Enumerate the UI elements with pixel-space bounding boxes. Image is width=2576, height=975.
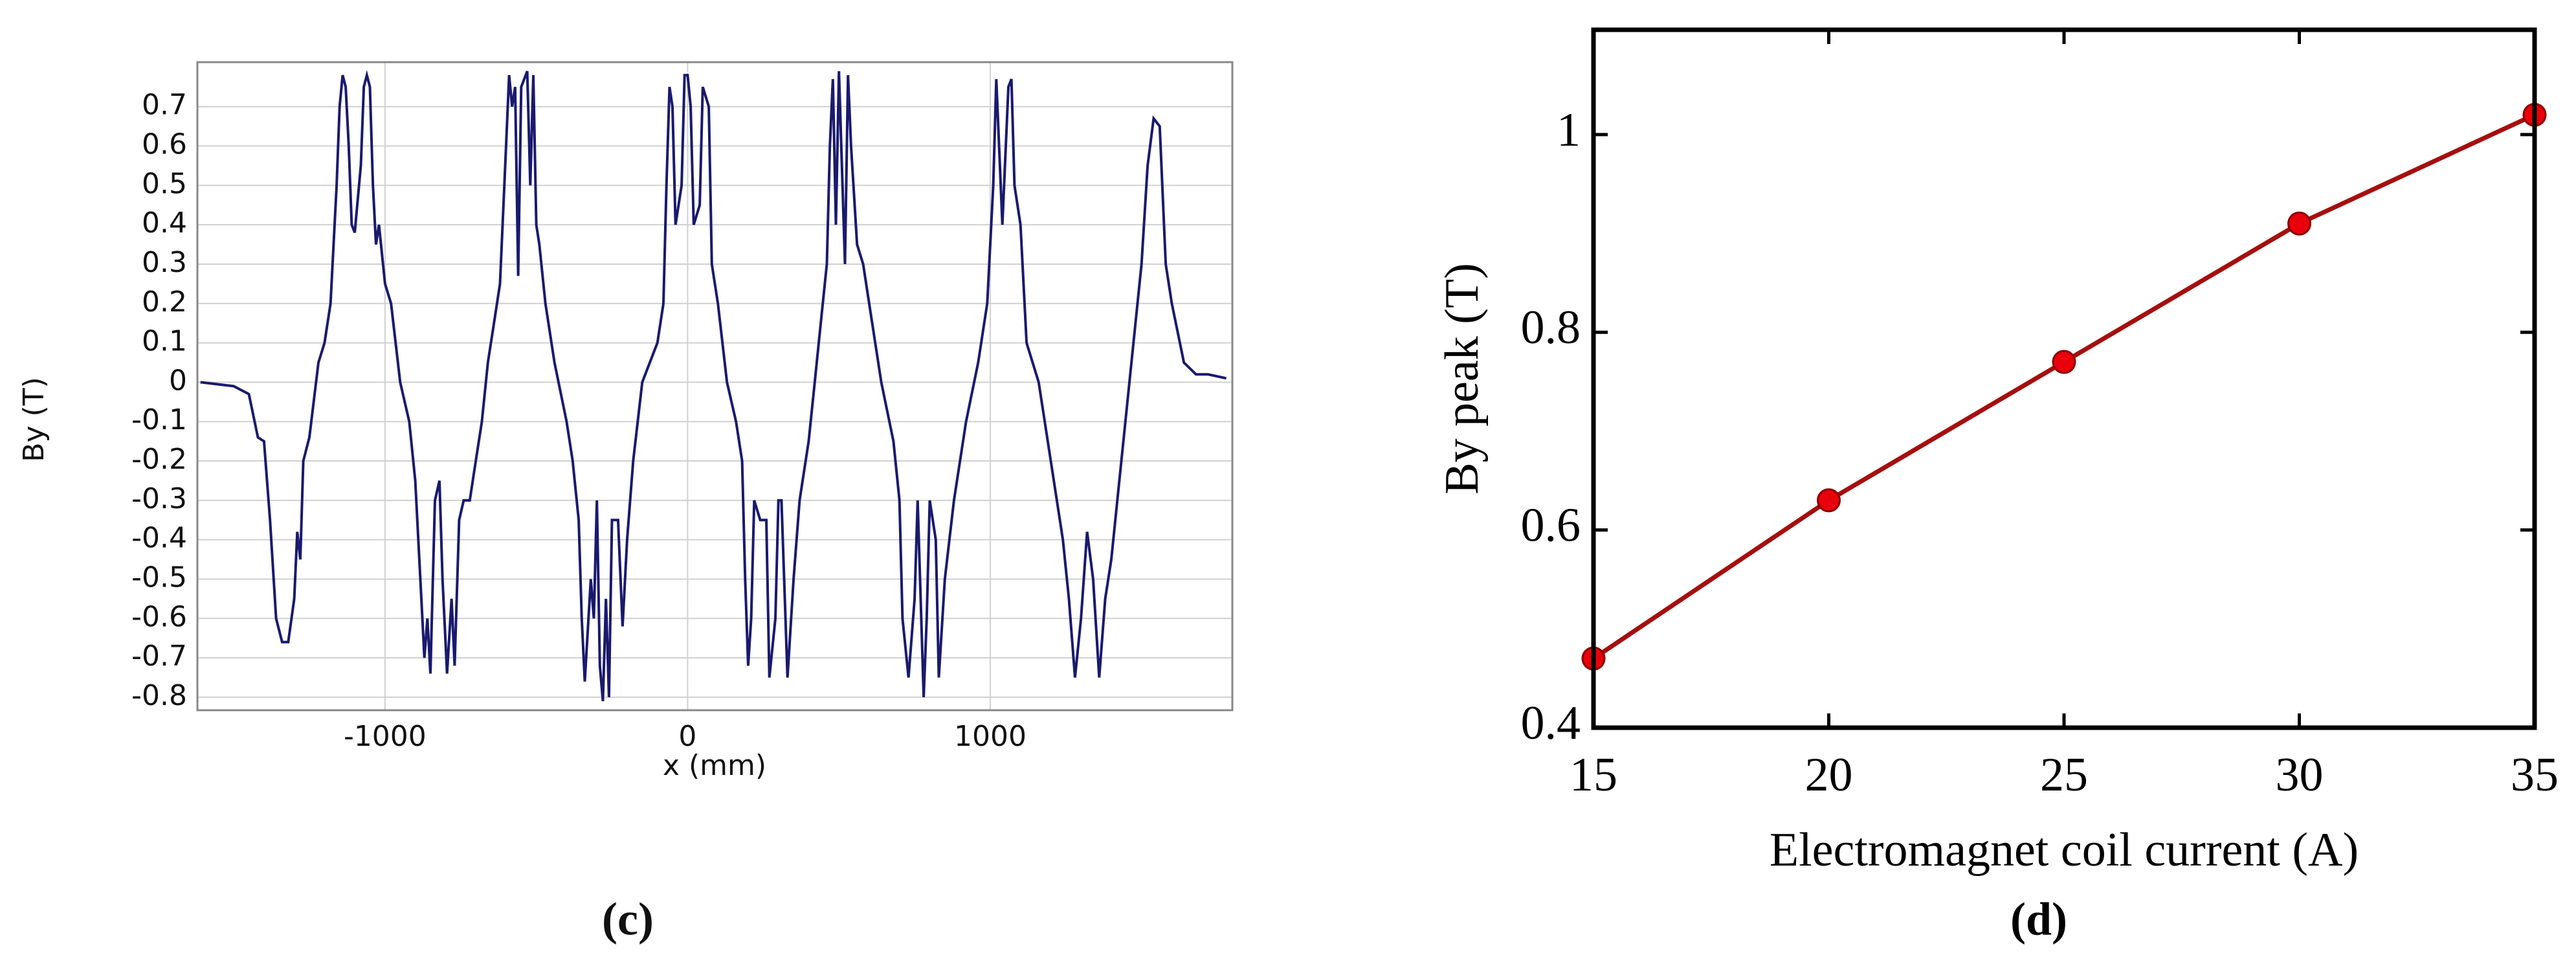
data-point — [2052, 350, 2076, 374]
y-axis-label: By (T) — [17, 377, 50, 462]
y-tick-label: 0.5 — [142, 167, 187, 200]
y-axis-label: By peak (T) — [1436, 263, 1489, 495]
y-tick-label: 0.1 — [142, 325, 187, 358]
x-tick-label: 15 — [1570, 748, 1617, 801]
x-axis-label: Electromagnet coil current (A) — [1770, 824, 2359, 877]
y-tick-label: 0.2 — [142, 286, 187, 319]
y-tick-label: -0.6 — [131, 600, 187, 633]
y-tick-label: -0.7 — [131, 640, 187, 673]
data-point — [2287, 211, 2311, 236]
x-tick-label: 20 — [1805, 748, 1853, 801]
data-line — [1592, 113, 2536, 661]
y-tick-label: -0.4 — [131, 522, 187, 555]
data-point — [1817, 488, 1841, 513]
x-axis-label: x (mm) — [663, 749, 766, 782]
x-tick-label: 1000 — [954, 720, 1027, 753]
y-tick-label: -0.2 — [131, 443, 187, 476]
y-tick-label: 0 — [169, 364, 187, 397]
chart-d: 0.4 0.6 0.8 1 15 20 25 30 35 Electromagnet coil c… — [1436, 27, 2559, 945]
plot-area — [197, 62, 1232, 710]
x-tick-label: 30 — [2276, 748, 2324, 801]
y-tick-label: 0.3 — [142, 246, 187, 279]
chart-c: -0.8 -0.7 -0.6 -0.5 -0.4 -0.3 -0.2 -0.1 0 0.1 0.2 0… — [17, 61, 1234, 945]
x-tick-label: 25 — [2040, 748, 2088, 801]
y-tick-label: 0.7 — [142, 89, 187, 122]
y-tick-label: -0.3 — [131, 482, 187, 515]
y-tick-label: -0.1 — [131, 403, 187, 436]
x-tick-label: -1000 — [344, 720, 427, 753]
y-tick-label: -0.8 — [131, 679, 187, 712]
caption: (c) — [602, 893, 654, 945]
caption: (d) — [2010, 893, 2067, 945]
x-tick-label: 35 — [2511, 748, 2559, 801]
y-tick-label: 0.8 — [1521, 301, 1581, 354]
y-tick-label: -0.5 — [131, 561, 187, 594]
plot-frame — [1591, 27, 2537, 730]
y-tick-label: 0.4 — [1521, 697, 1581, 750]
y-tick-label: 0.4 — [142, 207, 187, 240]
y-tick-label: 0.6 — [1521, 499, 1581, 552]
y-tick-label: 1 — [1557, 104, 1581, 157]
data-line — [200, 70, 1227, 702]
plot-frame — [196, 61, 1234, 712]
x-tick-label: 0 — [678, 720, 696, 753]
y-tick-label: 0.6 — [142, 128, 187, 161]
